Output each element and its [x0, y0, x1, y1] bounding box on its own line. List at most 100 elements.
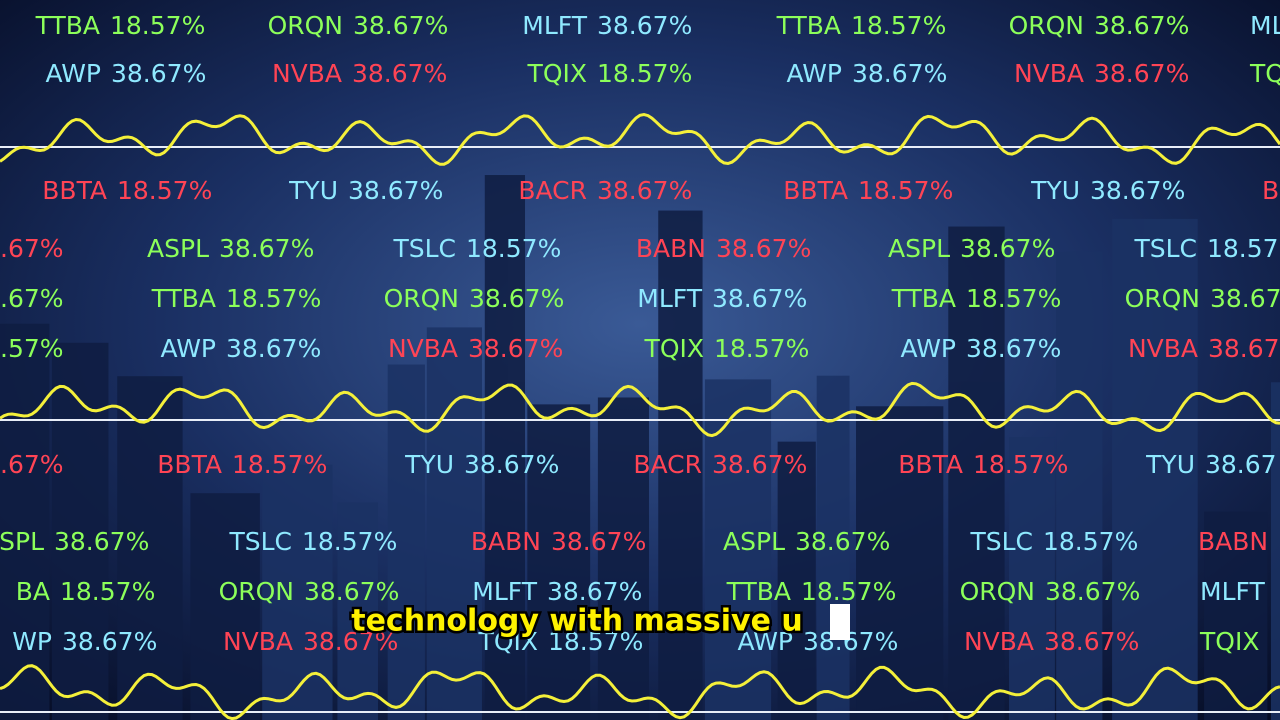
ticker-symbol: TQ	[1249, 59, 1280, 88]
ticker-symbol: TTBA	[776, 11, 841, 40]
ticker-symbol: BABN	[1198, 527, 1268, 556]
ticker-symbol: NVBA	[272, 59, 342, 88]
ticker-symbol: BBTA	[157, 450, 222, 479]
ticker-value: 38.67	[1210, 284, 1280, 313]
building	[658, 210, 703, 720]
ticker-symbol: SPL	[0, 527, 44, 556]
ticker-symbol: ASPL	[723, 527, 785, 556]
ticker-symbol: MLFT	[637, 284, 702, 313]
building	[597, 397, 649, 720]
building	[1009, 437, 1055, 720]
ticker-value: .57%	[0, 334, 64, 363]
building	[51, 342, 109, 720]
ticker-value: 38.67%	[348, 176, 443, 205]
ticker-value: 18.57%	[466, 234, 561, 263]
ticker-value: 18.57%	[548, 627, 643, 656]
ticker-value: 38.67%	[1094, 59, 1189, 88]
ticker-value: 38.67%	[966, 334, 1061, 363]
ticker-symbol: TSLC	[392, 234, 456, 263]
city-skyline	[0, 175, 1280, 720]
ticker-symbol: ORQN	[960, 577, 1035, 606]
ticker-value: 38.67%	[353, 11, 448, 40]
ticker-symbol: TTBA	[726, 577, 791, 606]
ticker-symbol: BBTA	[783, 176, 848, 205]
ticker-value: 18.57%	[858, 176, 953, 205]
ticker-symbol: TTBA	[35, 11, 100, 40]
ticker-symbol: WP	[12, 627, 52, 656]
ticker-symbol: MLFT	[522, 11, 587, 40]
ticker-symbol: TQIX	[478, 627, 538, 656]
ticker-value: 38.67	[1205, 450, 1277, 479]
ticker-symbol: ORQN	[1009, 11, 1084, 40]
ticker-value: 38.67%	[547, 577, 642, 606]
ticker-value: 18.57%	[226, 284, 321, 313]
ticker-symbol: AWP	[45, 59, 101, 88]
ticker-symbol: TYU	[1145, 450, 1195, 479]
ticker-value: 18.57%	[60, 577, 155, 606]
building	[484, 175, 526, 720]
ticker-symbol: BABN	[636, 234, 706, 263]
ticker-value: 38.67	[1208, 334, 1280, 363]
ticker-value: 38.67%	[1094, 11, 1189, 40]
ticker-symbol: ASPL	[888, 234, 950, 263]
ticker-value: 38.67%	[712, 284, 807, 313]
building	[948, 226, 1005, 720]
ticker-value: 38.67%	[62, 627, 157, 656]
building	[262, 464, 333, 720]
ticker-symbol: BA	[16, 577, 50, 606]
wave-lines	[0, 112, 1280, 720]
ticker-symbol: AWP	[160, 334, 216, 363]
ticker-value: 38.67%	[464, 450, 559, 479]
ticker-value: 38.67%	[716, 234, 811, 263]
ticker-value: 38.67%	[352, 59, 447, 88]
ticker-symbol: TSLC	[969, 527, 1033, 556]
subtitle: technology with massive u	[351, 604, 803, 639]
ticker-symbol: BBTA	[42, 176, 107, 205]
wave	[0, 664, 1280, 720]
ticker-value: 18.57%	[966, 284, 1061, 313]
ticker-symbol: AWP	[737, 627, 793, 656]
ticker-symbol: BABN	[471, 527, 541, 556]
building	[856, 406, 944, 720]
ticker-symbol: ORQN	[1125, 284, 1200, 313]
ticker-symbol: TSLC	[228, 527, 292, 556]
ticker-value: 38.67%	[803, 627, 898, 656]
ticker-symbol: NVBA	[1128, 334, 1198, 363]
ticker-symbol: NVBA	[1014, 59, 1084, 88]
ticker-value: 18.57%	[597, 59, 692, 88]
ticker-value: 38.67%	[551, 527, 646, 556]
building	[1204, 511, 1268, 720]
ticker-symbol: ORQN	[219, 577, 294, 606]
ticker-board: 18.57% TTBA 38.67% ORQN 38.67% MLFT 18.57% TTBA…	[0, 11, 1280, 656]
building	[387, 364, 425, 720]
ticker-symbol: BACR	[633, 450, 702, 479]
ticker-symbol: ML	[1250, 11, 1280, 40]
ticker-value: 18.57%	[1043, 527, 1138, 556]
ticker-symbol: MLFT	[1200, 577, 1265, 606]
building	[426, 327, 482, 720]
ticker-value: 38.67%	[852, 59, 947, 88]
ticker-symbol: TYU	[404, 450, 454, 479]
ticker-symbol: NVBA	[388, 334, 458, 363]
ticker-symbol: TQIX	[527, 59, 587, 88]
building	[0, 323, 50, 720]
ticker-value: 18.57%	[973, 450, 1068, 479]
building	[527, 404, 591, 720]
ticker-value: 38.67%	[469, 284, 564, 313]
ticker-symbol: TSLC	[1133, 234, 1197, 263]
ticker-value: 18.57	[1207, 234, 1279, 263]
ticker-symbol: B	[1262, 176, 1279, 205]
ticker-value: 38.67%	[111, 59, 206, 88]
ticker-symbol: ORQN	[384, 284, 459, 313]
building	[777, 441, 816, 720]
ticker-value: 38.67%	[712, 450, 807, 479]
building	[117, 376, 183, 720]
ticker-symbol: MLFT	[472, 577, 537, 606]
ticker-value: .67%	[0, 234, 64, 263]
ticker-value: 38.67%	[795, 527, 890, 556]
ticker-value: 18.57%	[851, 11, 946, 40]
ticker-symbol: BBTA	[898, 450, 963, 479]
building	[1056, 251, 1103, 720]
